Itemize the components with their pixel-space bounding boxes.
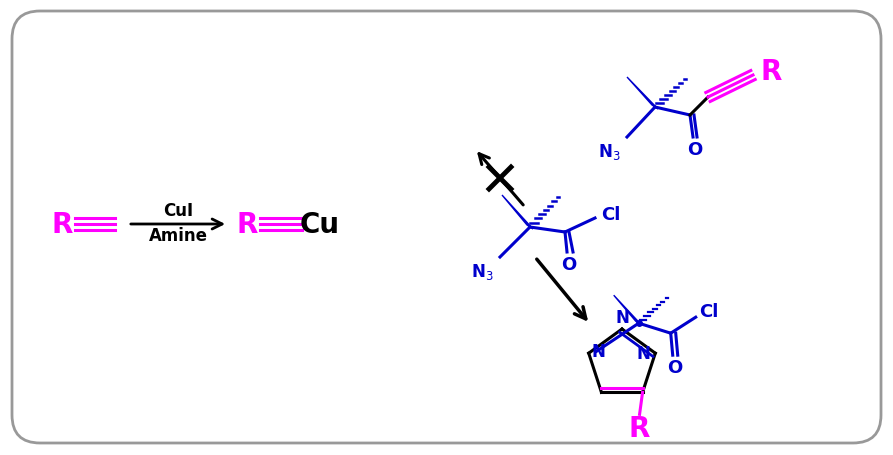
FancyBboxPatch shape — [12, 12, 881, 443]
Text: R: R — [629, 415, 650, 442]
Text: Cl: Cl — [601, 206, 621, 223]
Text: R: R — [51, 211, 72, 238]
Text: O: O — [667, 359, 682, 376]
Text: O: O — [688, 141, 703, 159]
Polygon shape — [502, 196, 533, 229]
Text: R: R — [760, 58, 781, 86]
Polygon shape — [627, 78, 658, 110]
Text: R: R — [237, 211, 258, 238]
Text: Cu: Cu — [300, 211, 340, 238]
Text: O: O — [562, 255, 577, 273]
Text: N$_3$: N$_3$ — [597, 142, 621, 162]
Text: N: N — [637, 344, 650, 362]
Text: N$_3$: N$_3$ — [471, 262, 493, 281]
Text: N: N — [592, 343, 605, 360]
Text: Amine: Amine — [148, 227, 207, 244]
Polygon shape — [613, 296, 642, 325]
Text: N: N — [615, 308, 629, 326]
Text: CuI: CuI — [163, 202, 193, 219]
Text: Cl: Cl — [699, 303, 718, 320]
